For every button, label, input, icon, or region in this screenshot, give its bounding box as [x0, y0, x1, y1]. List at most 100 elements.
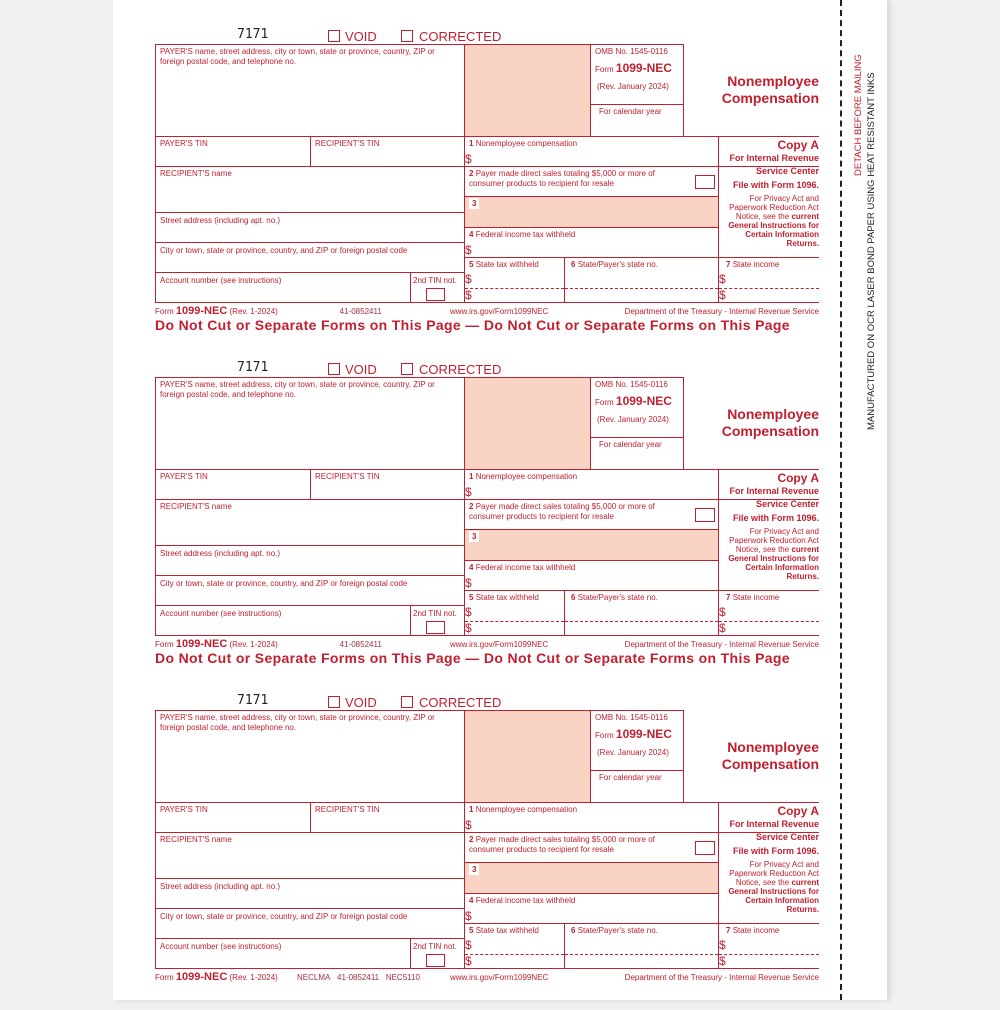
box4-field[interactable]: 4 Federal income tax withheld $: [464, 560, 719, 591]
payer-tin-label: PAYER'S TIN: [160, 805, 208, 814]
street-address-field[interactable]: Street address (including apt. no.): [155, 545, 465, 576]
privacy-line: Certain Information: [745, 563, 819, 572]
privacy-line: Notice, see the: [735, 212, 790, 221]
box5-number: 5: [469, 593, 474, 602]
box5-label: State tax withheld: [475, 593, 539, 602]
account-number-field[interactable]: Account number (see instructions): [155, 272, 411, 303]
second-tin-field: 2nd TIN not.: [410, 938, 465, 969]
box4-number: 4: [469, 896, 474, 905]
corrected-checkbox[interactable]: [401, 363, 413, 375]
payer-tin-field[interactable]: PAYER'S TIN: [155, 802, 311, 833]
second-tin-checkbox[interactable]: [426, 954, 445, 967]
corrected-checkbox[interactable]: [401, 696, 413, 708]
shaded-area: [464, 44, 591, 137]
form-title: Nonemployee Compensation: [722, 73, 819, 107]
box7-label: State income: [732, 593, 780, 602]
box2-checkbox[interactable]: [695, 508, 715, 522]
box4-field[interactable]: 4 Federal income tax withheld $: [464, 893, 719, 924]
street-address-field[interactable]: Street address (including apt. no.): [155, 212, 465, 243]
box7-field[interactable]: 7 State income $ $: [718, 257, 819, 303]
copy-a-panel: Copy A For Internal Revenue Service Cent…: [718, 137, 819, 257]
box6-field[interactable]: 6 State/Payer's state no.: [564, 257, 719, 303]
detach-notice: DETACH BEFORE MAILING: [853, 54, 864, 176]
street-address-field[interactable]: Street address (including apt. no.): [155, 878, 465, 909]
box4-label: Federal income tax withheld: [475, 563, 576, 572]
box7-field[interactable]: 7 State income $ $: [718, 590, 819, 636]
second-tin-label: 2nd TIN not.: [413, 276, 457, 285]
payer-name-label: PAYER'S name, street address, city or to…: [160, 713, 435, 732]
dollar-sign: $: [719, 288, 726, 302]
privacy-line: Notice, see the: [735, 545, 790, 554]
dollar-sign: $: [719, 954, 726, 968]
recipient-tin-field[interactable]: RECIPIENT'S TIN: [310, 802, 465, 833]
payer-name-field[interactable]: PAYER'S name, street address, city or to…: [155, 377, 465, 470]
copy-a-panel: Copy A For Internal Revenue Service Cent…: [718, 803, 819, 923]
omb-box: OMB No. 1545-0116 Form 1099-NEC (Rev. Ja…: [590, 710, 684, 771]
account-number-field[interactable]: Account number (see instructions): [155, 605, 411, 636]
footer-department: Department of the Treasury - Internal Re…: [624, 640, 819, 649]
box2-checkbox[interactable]: [695, 175, 715, 189]
dollar-sign: $: [465, 909, 472, 923]
void-checkbox[interactable]: [328, 30, 340, 42]
perforation-line: [840, 0, 842, 1000]
box7-field[interactable]: 7 State income $ $: [718, 923, 819, 969]
payer-name-field[interactable]: PAYER'S name, street address, city or to…: [155, 710, 465, 803]
second-tin-checkbox[interactable]: [426, 621, 445, 634]
box5-field[interactable]: 5 State tax withheld $ $: [464, 923, 565, 969]
form-prefix: Form: [595, 65, 614, 74]
void-checkbox[interactable]: [328, 363, 340, 375]
privacy-line: Paperwork Reduction Act: [729, 203, 819, 212]
calendar-year-label: For calendar year: [599, 440, 662, 449]
box1-number: 1: [469, 472, 474, 481]
form-prefix: Form: [595, 398, 614, 407]
recipient-name-field[interactable]: RECIPIENT'S name: [155, 499, 465, 546]
footer-codes: 41-0852411: [333, 640, 388, 649]
box1-number: 1: [469, 139, 474, 148]
box2-label: Payer made direct sales totaling $5,000 …: [469, 169, 655, 188]
calendar-year-field[interactable]: For calendar year: [590, 770, 684, 803]
shaded-area: [464, 710, 591, 803]
box5-field[interactable]: 5 State tax withheld $ $: [464, 590, 565, 636]
privacy-line: Paperwork Reduction Act: [729, 869, 819, 878]
recipient-name-field[interactable]: RECIPIENT'S name: [155, 166, 465, 213]
payer-name-field[interactable]: PAYER'S name, street address, city or to…: [155, 44, 465, 137]
revision-date: (Rev. January 2024): [597, 748, 669, 757]
account-number-field[interactable]: Account number (see instructions): [155, 938, 411, 969]
footer-form-name: 1099-NEC: [175, 971, 228, 983]
footer-department: Department of the Treasury - Internal Re…: [624, 307, 819, 316]
corrected-checkbox[interactable]: [401, 30, 413, 42]
box2-number: 2: [469, 169, 474, 178]
recipient-name-field[interactable]: RECIPIENT'S name: [155, 832, 465, 879]
do-not-cut-notice: Do Not Cut or Separate Forms on This Pag…: [155, 650, 790, 666]
city-field[interactable]: City or town, state or province, country…: [155, 908, 465, 939]
calendar-year-label: For calendar year: [599, 773, 662, 782]
recipient-tin-field[interactable]: RECIPIENT'S TIN: [310, 136, 465, 167]
dollar-sign: $: [465, 938, 472, 952]
footer-ein: 41-0852411: [337, 973, 380, 982]
footer-ein: 41-0852411: [339, 640, 382, 649]
second-tin-checkbox[interactable]: [426, 288, 445, 301]
box6-field[interactable]: 6 State/Payer's state no.: [564, 923, 719, 969]
payer-tin-label: PAYER'S TIN: [160, 472, 208, 481]
box2-checkbox[interactable]: [695, 841, 715, 855]
box4-field[interactable]: 4 Federal income tax withheld $: [464, 227, 719, 258]
recipient-tin-field[interactable]: RECIPIENT'S TIN: [310, 469, 465, 500]
void-checkbox[interactable]: [328, 696, 340, 708]
dollar-sign: $: [719, 605, 726, 619]
privacy-line: Returns.: [786, 572, 819, 581]
dollar-sign: $: [719, 272, 726, 286]
privacy-line: For Privacy Act and: [749, 194, 819, 203]
payer-tin-field[interactable]: PAYER'S TIN: [155, 469, 311, 500]
calendar-year-field[interactable]: For calendar year: [590, 437, 684, 470]
box5-field[interactable]: 5 State tax withheld $ $: [464, 257, 565, 303]
privacy-line: Returns.: [786, 905, 819, 914]
box5-label: State tax withheld: [475, 926, 539, 935]
city-field[interactable]: City or town, state or province, country…: [155, 242, 465, 273]
do-not-cut-notice: Do Not Cut or Separate Forms on This Pag…: [155, 317, 790, 333]
copy-a-panel: Copy A For Internal Revenue Service Cent…: [718, 470, 819, 590]
payer-tin-field[interactable]: PAYER'S TIN: [155, 136, 311, 167]
box6-field[interactable]: 6 State/Payer's state no.: [564, 590, 719, 636]
copy-for-line1: For Internal Revenue: [729, 153, 819, 163]
calendar-year-field[interactable]: For calendar year: [590, 104, 684, 137]
city-field[interactable]: City or town, state or province, country…: [155, 575, 465, 606]
